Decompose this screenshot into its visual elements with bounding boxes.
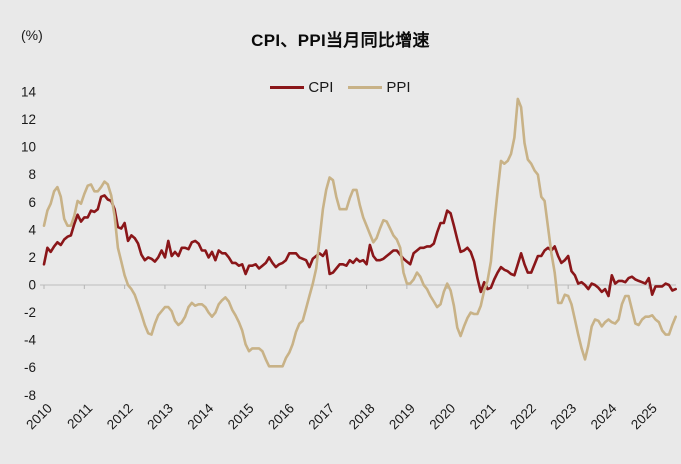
x-tick-label: 2020 [426,401,458,433]
x-tick-label: 2025 [628,401,660,433]
y-tick-label: 4 [28,222,36,237]
x-tick-label: 2014 [185,400,217,432]
x-tick-label: 2023 [547,401,579,433]
x-tick-label: 2021 [467,401,499,433]
y-tick-label: -4 [24,333,36,348]
chart-title: CPI、PPI当月同比增速 [251,31,430,50]
x-tick-label: 2019 [386,401,418,433]
y-tick-label: 8 [28,167,36,182]
y-tick-label: -6 [24,360,36,375]
y-tick-label: 12 [21,112,36,127]
x-tick-label: 2010 [23,401,55,433]
x-tick-label: 2011 [64,401,95,432]
series-line-ppi [42,97,678,368]
x-tick-label: 2018 [346,401,378,433]
x-tick-label: 2022 [507,401,539,433]
y-tick-label: 2 [28,250,36,265]
x-tick-label: 2016 [265,401,297,433]
chart-legend: CPI PPI [0,79,681,96]
legend-item-cpi: CPI [270,79,333,96]
ppi-line-swatch [348,85,383,90]
series-line-cpi [42,194,678,298]
y-tick-label: 14 [21,84,37,99]
legend-item-ppi: PPI [348,79,411,96]
x-tick-label: 2015 [225,401,257,433]
legend-label-ppi: PPI [386,79,411,96]
y-axis-unit-label: (%) [21,27,43,43]
x-tick-label: 2012 [104,401,136,433]
legend-label-cpi: CPI [308,79,334,96]
y-tick-label: -8 [24,388,36,403]
y-tick-label: 6 [28,195,36,210]
y-tick-label: 0 [28,278,36,293]
y-tick-label: 10 [21,140,36,155]
x-tick-label: 2013 [144,401,176,433]
y-tick-label: -2 [24,305,36,320]
x-tick-label: 2024 [588,400,620,432]
cpi-line-swatch [270,85,305,90]
x-tick-label: 2017 [306,401,338,433]
